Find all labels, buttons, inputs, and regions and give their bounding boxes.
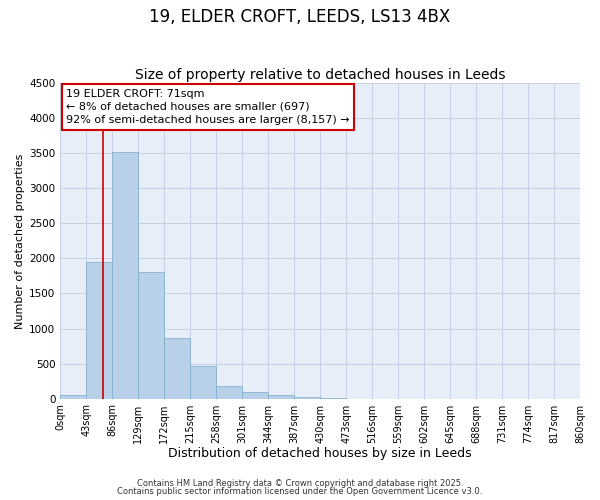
Y-axis label: Number of detached properties: Number of detached properties — [15, 153, 25, 328]
X-axis label: Distribution of detached houses by size in Leeds: Distribution of detached houses by size … — [169, 447, 472, 460]
Bar — [86, 262, 112, 398]
Title: Size of property relative to detached houses in Leeds: Size of property relative to detached ho… — [135, 68, 505, 82]
Text: 19 ELDER CROFT: 71sqm
← 8% of detached houses are smaller (697)
92% of semi-deta: 19 ELDER CROFT: 71sqm ← 8% of detached h… — [67, 89, 350, 125]
Bar — [112, 152, 138, 398]
Bar — [294, 397, 320, 398]
Bar — [216, 386, 242, 398]
Bar — [164, 338, 190, 398]
Text: Contains public sector information licensed under the Open Government Licence v3: Contains public sector information licen… — [118, 487, 482, 496]
Bar — [190, 366, 216, 398]
Bar — [60, 395, 86, 398]
Text: Contains HM Land Registry data © Crown copyright and database right 2025.: Contains HM Land Registry data © Crown c… — [137, 478, 463, 488]
Bar — [138, 272, 164, 398]
Text: 19, ELDER CROFT, LEEDS, LS13 4BX: 19, ELDER CROFT, LEEDS, LS13 4BX — [149, 8, 451, 26]
Bar — [242, 392, 268, 398]
Bar — [268, 396, 294, 398]
